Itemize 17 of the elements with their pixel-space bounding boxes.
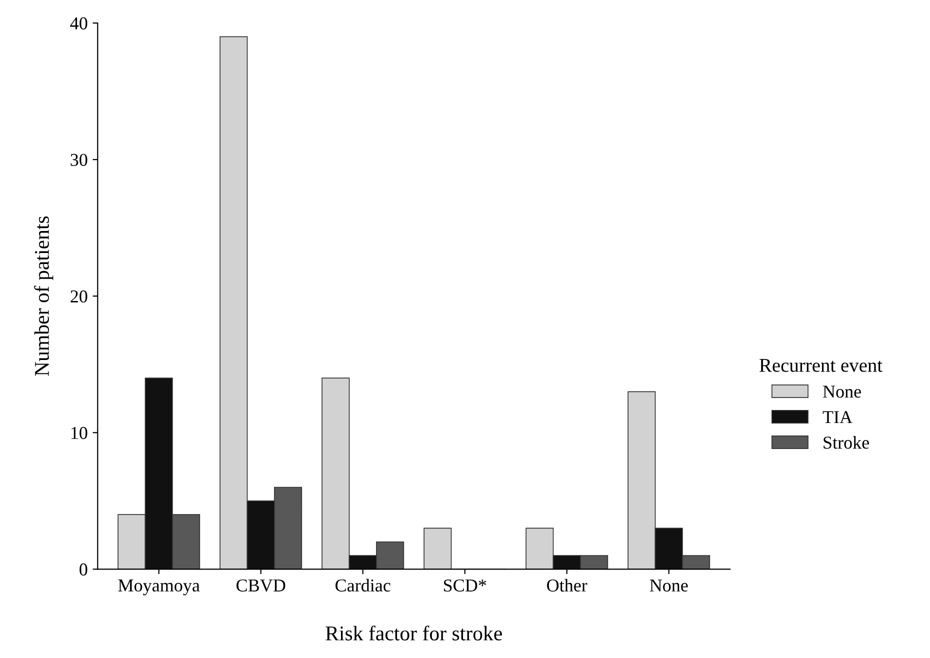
x-tick-label: Cardiac bbox=[336, 578, 390, 592]
x-tick-label: None bbox=[650, 580, 688, 592]
y-axis-title: Number of patients bbox=[34, 216, 54, 376]
y-tick-label: 0 bbox=[80, 563, 88, 576]
x-tick-label: Other bbox=[547, 578, 588, 592]
y-tick-label: 20 bbox=[70, 290, 88, 303]
y-tick-label: 30 bbox=[70, 154, 88, 166]
legend-label: Stroke bbox=[824, 436, 869, 449]
x-tick-label: Moyamoya bbox=[118, 580, 200, 596]
y-tick-label: 10 bbox=[71, 426, 88, 440]
legend-label: None bbox=[822, 386, 861, 398]
legend-label: TIA bbox=[822, 411, 852, 424]
legend-title: Recurrent event bbox=[760, 359, 882, 372]
x-tick-label: CBVD bbox=[236, 579, 286, 592]
x-axis-title: Risk factor for stroke bbox=[326, 626, 502, 640]
y-tick-label: 40 bbox=[70, 17, 88, 30]
x-tick-label: SCD* bbox=[444, 579, 486, 592]
